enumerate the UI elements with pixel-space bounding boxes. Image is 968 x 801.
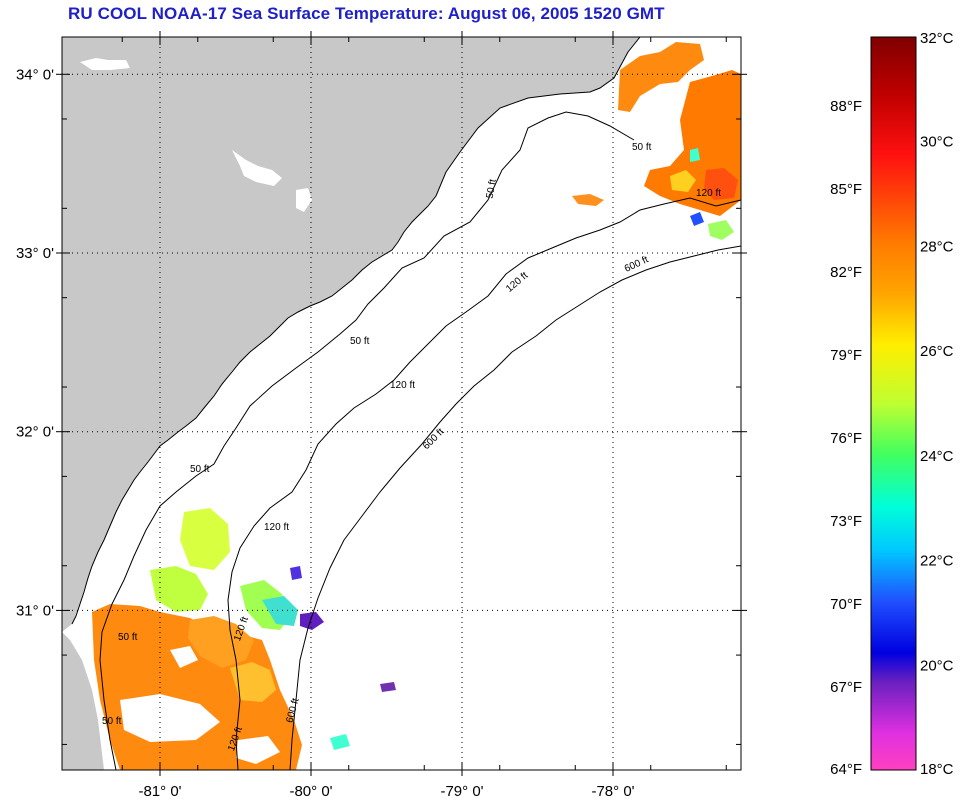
contour-label: 120 ft — [696, 188, 721, 199]
colorbar-f-label: 76°F — [830, 430, 862, 447]
map-area: 50 ft 50 ft 50 ft 50 ft 50 ft 50 ft 120 … — [62, 37, 741, 770]
longitude-label: -78° 0' — [591, 783, 634, 800]
colorbar-c-label: 20°C — [920, 657, 954, 674]
colorbar-f-label: 67°F — [830, 679, 862, 696]
latitude-label: 34° 0' — [16, 66, 54, 83]
colorbar-f-label: 64°F — [830, 761, 862, 778]
colorbar-c-label: 32°C — [920, 30, 954, 47]
colorbar-c-label: 24°C — [920, 448, 954, 465]
contour-label: 50 ft — [118, 632, 138, 643]
contour-label: 50 ft — [102, 716, 122, 727]
colorbar: 88°F 85°F 82°F 79°F 76°F 73°F 70°F 67°F 64°F 32°… — [830, 30, 954, 778]
lakes — [80, 58, 312, 212]
contour-label: 50 ft — [350, 336, 370, 347]
contour-120ft — [227, 197, 741, 770]
colorbar-f-label: 70°F — [830, 596, 862, 613]
land-south — [62, 632, 104, 770]
longitude-label: -81° 0' — [138, 783, 181, 800]
land-mass — [62, 37, 640, 632]
latitude-label: 33° 0' — [16, 245, 54, 262]
contour-label: 120 ft — [264, 522, 289, 533]
colorbar-scale — [870, 36, 917, 771]
colorbar-f-label: 79°F — [830, 347, 862, 364]
longitude-label: -79° 0' — [440, 783, 483, 800]
colorbar-celsius-labels: 32°C 30°C 28°C 26°C 24°C 22°C 20°C 18°C — [920, 30, 954, 778]
coastline — [71, 37, 641, 625]
latitude-label: 32° 0' — [16, 424, 54, 441]
colorbar-c-label: 30°C — [920, 134, 954, 151]
colorbar-f-label: 82°F — [830, 264, 862, 281]
colorbar-f-label: 88°F — [830, 98, 862, 115]
sst-patches-northeast — [572, 42, 741, 240]
graticule — [62, 37, 741, 770]
longitude-labels: -81° 0' -80° 0' -79° 0' -78° 0' — [138, 783, 634, 800]
contour-50ft — [99, 111, 635, 770]
latitude-labels: 34° 0' 33° 0' 32° 0' 31° 0' — [16, 66, 54, 619]
colorbar-c-label: 18°C — [920, 761, 954, 778]
map-frame — [61, 36, 742, 771]
sst-patches-southwest — [92, 508, 396, 770]
contour-label: 120 ft — [390, 380, 415, 391]
map-title: RU COOL NOAA-17 Sea Surface Temperature:… — [68, 4, 665, 23]
colorbar-c-label: 22°C — [920, 553, 954, 570]
colorbar-c-label: 26°C — [920, 343, 954, 360]
colorbar-fahrenheit-labels: 88°F 85°F 82°F 79°F 76°F 73°F 70°F 67°F 64°F — [830, 98, 862, 778]
contour-label: 50 ft — [632, 142, 652, 153]
colorbar-f-label: 73°F — [830, 513, 862, 530]
latitude-label: 31° 0' — [16, 602, 54, 619]
longitude-label: -80° 0' — [289, 783, 332, 800]
contour-label: 50 ft — [190, 464, 210, 475]
colorbar-f-label: 85°F — [830, 181, 862, 198]
colorbar-c-label: 28°C — [920, 238, 954, 255]
axis-ticks — [56, 31, 747, 776]
contour-label: 50 ft — [485, 178, 499, 199]
